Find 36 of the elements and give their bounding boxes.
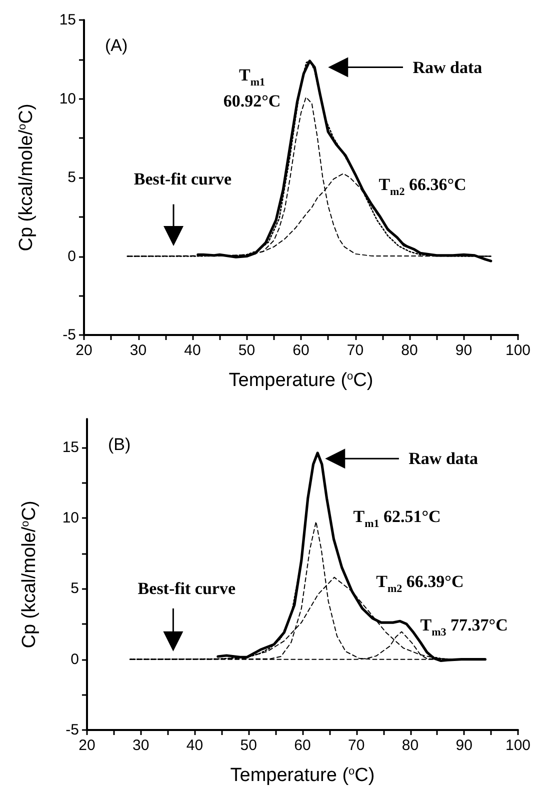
x-tick-label: 80 [402, 737, 419, 754]
x-tick-label: 20 [76, 342, 92, 359]
x-tick-label: 50 [240, 737, 257, 754]
x-tick-label: 60 [292, 342, 310, 359]
annotation: Raw data [412, 58, 483, 77]
y-tick-label: 15 [62, 438, 79, 456]
y-axis-title: Cp (kcal/mole/oC) [19, 500, 40, 648]
y-tick-label: 5 [68, 169, 76, 186]
x-tick-label: 100 [505, 737, 531, 754]
y-tick-label: 0 [68, 248, 76, 265]
x-tick-label: 20 [78, 737, 96, 754]
x-tick-label: 70 [346, 342, 364, 359]
x-tick-label: 90 [456, 737, 472, 754]
annotation: Best-fit curve [138, 579, 236, 598]
y-tick-label: 5 [70, 580, 79, 598]
y-tick-label: 15 [59, 12, 76, 28]
annotation: Best-fit curve [134, 170, 232, 189]
x-tick-label: 90 [455, 342, 472, 359]
x-tick-label: 80 [401, 342, 418, 359]
x-tick-label: 60 [294, 737, 311, 754]
y-tick-label: -5 [66, 722, 79, 738]
y-tick-label: 10 [59, 90, 76, 108]
x-tick-label: 50 [238, 342, 256, 359]
text: (A) [105, 36, 128, 55]
x-tick-label: 40 [184, 342, 201, 359]
x-tick-label: 40 [186, 737, 204, 754]
y-tick-label: 0 [70, 650, 79, 668]
text: (B) [108, 435, 131, 454]
y-tick-label: 10 [62, 509, 79, 526]
x-tick-label: 70 [348, 737, 365, 754]
x-tick-label: 30 [130, 342, 147, 359]
y-axis-title: Cp (kcal/mole/oC) [16, 104, 37, 252]
x-tick-label: 30 [132, 737, 150, 754]
y-tick-label: -5 [62, 326, 76, 344]
annotation: Raw data [408, 449, 479, 468]
x-tick-label: 100 [505, 342, 531, 359]
